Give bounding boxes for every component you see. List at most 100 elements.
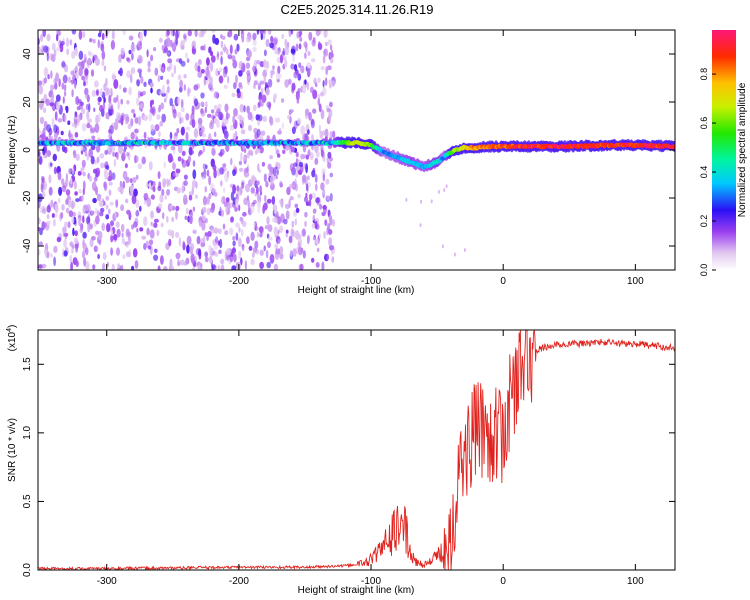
noise-speck	[250, 150, 254, 157]
noise-speck	[180, 126, 185, 136]
y-tick-label: 40	[22, 48, 33, 60]
noise-speck	[102, 252, 107, 261]
noise-speck	[441, 244, 444, 249]
noise-speck	[210, 55, 216, 63]
noise-speck	[122, 180, 126, 189]
noise-speck	[307, 234, 310, 244]
noise-speck	[97, 96, 102, 103]
noise-speck	[149, 82, 154, 88]
noise-speck	[73, 149, 77, 159]
noise-speck	[75, 96, 80, 105]
noise-speck	[231, 265, 237, 270]
noise-speck	[311, 223, 315, 229]
noise-speck	[167, 58, 173, 64]
colorbar-ticks: 0.0 0.2 0.4 0.6 0.8	[699, 68, 716, 276]
noise-speck	[292, 248, 297, 257]
noise-speck	[320, 66, 325, 71]
noise-speck	[302, 84, 307, 94]
noise-speck	[126, 57, 130, 62]
noise-speck	[105, 204, 109, 210]
noise-speck	[253, 80, 259, 86]
noise-speck	[244, 172, 249, 178]
noise-speck	[147, 67, 151, 73]
noise-speck	[222, 163, 227, 168]
noise-speck	[256, 30, 260, 35]
noise-speck	[322, 189, 326, 195]
noise-speck	[204, 106, 207, 114]
noise-speck	[326, 107, 331, 113]
noise-speck	[92, 197, 97, 204]
noise-speck	[256, 231, 260, 238]
noise-speck	[241, 181, 245, 189]
noise-speck	[315, 30, 321, 37]
noise-speck	[171, 216, 175, 223]
noise-speck	[244, 260, 247, 270]
noise-speck	[269, 116, 274, 126]
noise-speck	[151, 106, 156, 116]
noise-speck	[173, 64, 177, 75]
noise-speck	[161, 84, 165, 95]
noise-speck	[282, 56, 287, 61]
noise-speck	[324, 128, 329, 139]
noise-speck	[154, 67, 159, 77]
noise-speck	[72, 122, 77, 128]
noise-speck	[132, 248, 138, 258]
noise-speck	[289, 196, 294, 201]
noise-speck	[38, 241, 43, 246]
noise-speck	[214, 252, 219, 257]
noise-speck	[70, 70, 75, 76]
noise-speck	[256, 180, 260, 186]
noise-speck	[132, 176, 137, 183]
noise-speck	[288, 198, 291, 209]
noise-speck	[68, 76, 71, 84]
noise-speck	[208, 175, 212, 186]
noise-speck	[201, 173, 207, 180]
noise-speck	[218, 111, 223, 121]
noise-speck	[192, 169, 197, 180]
noise-speck	[157, 265, 161, 270]
noise-speck	[287, 115, 290, 120]
noise-speck	[197, 59, 202, 66]
noise-speck	[38, 264, 43, 269]
noise-speck	[111, 172, 116, 180]
noise-speck	[145, 240, 149, 249]
noise-speck	[215, 68, 219, 77]
noise-speck	[85, 92, 89, 100]
noise-speck	[122, 254, 126, 260]
noise-speck	[225, 143, 230, 153]
noise-speck	[222, 223, 226, 230]
noise-speck	[49, 102, 55, 107]
noise-speck	[162, 178, 167, 188]
noise-speck	[241, 246, 245, 252]
noise-speck	[160, 102, 165, 110]
noise-speck	[223, 84, 228, 89]
spectrogram-x-axis: -300 -200 -100 0 100	[97, 30, 644, 287]
noise-speck	[311, 58, 316, 63]
noise-speck	[308, 199, 312, 207]
noise-speck	[110, 220, 114, 227]
spectrogram-plot-area	[38, 30, 675, 270]
noise-speck	[131, 52, 134, 61]
noise-speck	[86, 153, 90, 161]
noise-speck	[42, 30, 46, 38]
noise-speck	[262, 30, 266, 40]
noise-speck	[257, 82, 262, 90]
noise-speck	[120, 264, 124, 270]
noise-speck	[67, 199, 72, 208]
noise-speck	[134, 128, 139, 134]
noise-speck	[269, 253, 275, 264]
noise-speck	[306, 81, 310, 91]
x-tick-label: -300	[97, 576, 117, 587]
noise-speck	[241, 119, 245, 129]
noise-speck	[159, 63, 162, 69]
noise-speck	[191, 257, 196, 265]
noise-speck	[148, 239, 154, 246]
noise-speck	[163, 161, 166, 169]
noise-speck	[67, 120, 71, 125]
noise-speck	[65, 105, 69, 114]
noise-speck	[93, 176, 98, 182]
noise-speck	[89, 238, 94, 248]
noise-speck	[251, 251, 255, 258]
noise-speck	[265, 39, 270, 47]
noise-speck	[109, 87, 113, 98]
